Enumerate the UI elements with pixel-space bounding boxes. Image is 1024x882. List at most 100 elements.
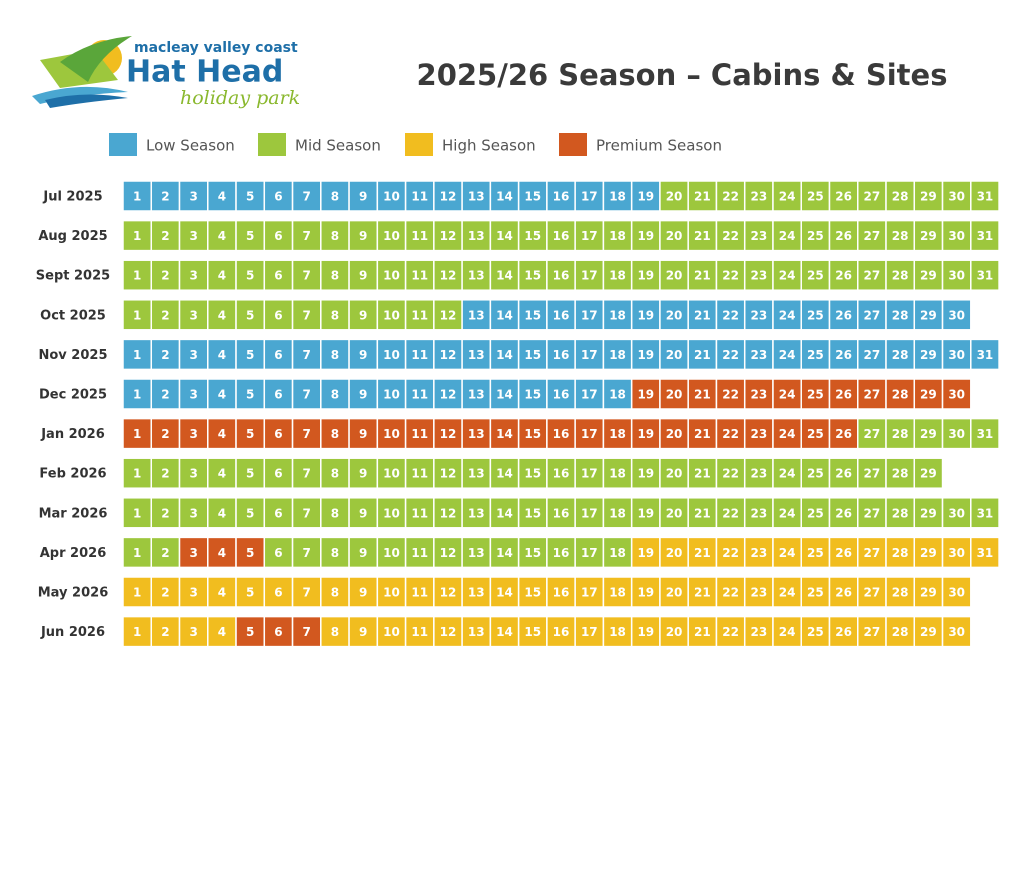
day-number: 3 xyxy=(189,427,197,441)
day-cell xyxy=(828,417,859,450)
day-number: 20 xyxy=(666,308,683,322)
month-label: Nov 2025 xyxy=(39,348,108,363)
day-number: 13 xyxy=(468,586,485,600)
day-cell xyxy=(630,536,661,569)
day-cell xyxy=(546,219,576,252)
day-cell xyxy=(122,338,153,371)
day-number: 26 xyxy=(835,348,852,362)
day-number: 10 xyxy=(383,427,400,441)
day-number: 20 xyxy=(666,269,683,283)
day-cell xyxy=(320,417,350,450)
day-cell xyxy=(489,299,520,331)
day-number: 25 xyxy=(807,586,824,600)
day-number: 16 xyxy=(553,625,570,639)
day-number: 17 xyxy=(581,388,598,402)
day-cell xyxy=(320,219,350,252)
day-number: 24 xyxy=(779,229,796,243)
day-cell xyxy=(517,497,548,529)
legend-label: Mid Season xyxy=(295,137,381,155)
day-number: 29 xyxy=(920,586,937,600)
day-number: 1 xyxy=(133,229,141,243)
day-number: 16 xyxy=(553,586,570,600)
day-cell xyxy=(320,457,350,489)
logo-tagline: macleay valley coast xyxy=(134,40,298,56)
day-cell xyxy=(885,497,916,529)
day-cell xyxy=(885,259,916,291)
day-number: 13 xyxy=(468,467,485,481)
day-cell xyxy=(376,576,407,608)
day-number: 31 xyxy=(977,190,994,204)
day-number: 6 xyxy=(274,467,282,481)
day-number: 19 xyxy=(637,546,654,560)
day-cell xyxy=(433,299,463,331)
day-number: 12 xyxy=(440,308,457,322)
day-number: 7 xyxy=(303,388,311,402)
day-number: 28 xyxy=(892,308,909,322)
page-title: 2025/26 Season – Cabins & Sites xyxy=(417,58,948,92)
day-cell xyxy=(489,417,520,450)
day-number: 17 xyxy=(581,586,598,600)
day-number: 20 xyxy=(666,427,683,441)
day-cell xyxy=(489,536,520,569)
day-cell xyxy=(376,259,407,291)
day-cell xyxy=(546,378,576,410)
day-number: 3 xyxy=(189,388,197,402)
day-cell xyxy=(235,417,266,450)
day-number: 13 xyxy=(468,308,485,322)
day-number: 31 xyxy=(977,269,994,283)
day-number: 26 xyxy=(835,269,852,283)
day-number: 14 xyxy=(496,506,513,520)
day-number: 21 xyxy=(694,546,711,560)
day-number: 18 xyxy=(609,546,626,560)
day-cell xyxy=(207,259,237,291)
day-number: 25 xyxy=(807,190,824,204)
day-number: 25 xyxy=(807,229,824,243)
day-number: 19 xyxy=(637,427,654,441)
day-number: 13 xyxy=(468,190,485,204)
day-number: 2 xyxy=(161,348,169,362)
day-cell xyxy=(150,457,181,489)
day-number: 11 xyxy=(411,586,428,600)
day-cell xyxy=(800,378,831,410)
day-cell xyxy=(687,497,718,529)
day-number: 24 xyxy=(779,427,796,441)
day-cell xyxy=(235,259,266,291)
day-number: 24 xyxy=(779,625,796,639)
day-cell xyxy=(122,536,153,569)
day-cell xyxy=(517,259,548,291)
day-number: 3 xyxy=(189,586,197,600)
day-number: 1 xyxy=(133,546,141,560)
day-number: 12 xyxy=(440,190,457,204)
day-number: 10 xyxy=(383,506,400,520)
day-number: 22 xyxy=(722,348,739,362)
day-number: 23 xyxy=(750,269,767,283)
day-number: 5 xyxy=(246,625,254,639)
day-number: 6 xyxy=(274,190,282,204)
day-number: 27 xyxy=(864,269,881,283)
day-number: 18 xyxy=(609,348,626,362)
day-number: 27 xyxy=(864,586,881,600)
day-cell xyxy=(207,457,237,489)
day-number: 23 xyxy=(750,190,767,204)
day-cell xyxy=(320,576,350,608)
day-number: 6 xyxy=(274,348,282,362)
day-number: 22 xyxy=(722,467,739,481)
day-cell xyxy=(517,576,548,608)
day-cell xyxy=(489,219,520,252)
day-number: 3 xyxy=(189,308,197,322)
day-cell xyxy=(150,615,181,648)
day-cell xyxy=(320,259,350,291)
day-cell xyxy=(857,299,887,331)
day-number: 1 xyxy=(133,427,141,441)
day-cell xyxy=(970,180,1000,212)
day-cell xyxy=(489,259,520,291)
day-number: 7 xyxy=(303,506,311,520)
day-cell xyxy=(715,417,746,450)
day-number: 8 xyxy=(331,348,339,362)
day-cell xyxy=(517,299,548,331)
day-number: 29 xyxy=(920,229,937,243)
day-number: 4 xyxy=(218,308,226,322)
day-number: 2 xyxy=(161,467,169,481)
day-cell xyxy=(659,299,689,331)
